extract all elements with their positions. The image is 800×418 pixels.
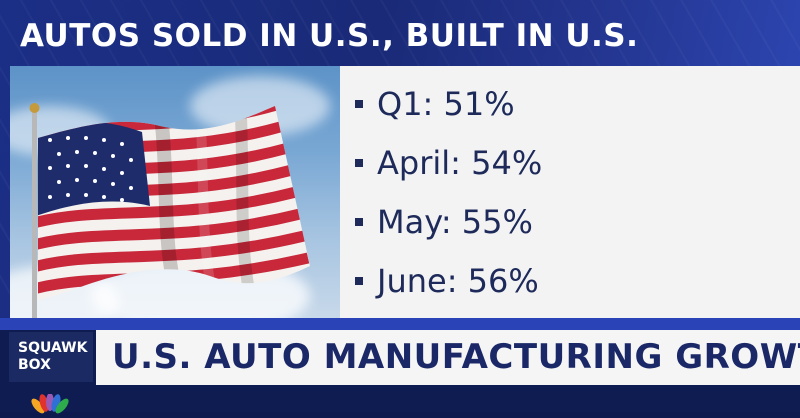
- bullet-square-icon: [355, 276, 363, 285]
- lower-third-banner: U.S. AUTO MANUFACTURING GROWTH: [96, 330, 800, 385]
- us-flag-photo: [10, 66, 340, 318]
- show-name-line1: SQUAWK: [18, 340, 88, 356]
- bullet-square-icon: [355, 158, 363, 167]
- bullet-label: April: 54%: [377, 143, 543, 182]
- bullet-label: Q1: 51%: [377, 84, 515, 123]
- bullet-list: Q1: 51% April: 54% May: 55% June: 56%: [355, 74, 775, 310]
- bullet-item: Q1: 51%: [355, 74, 775, 133]
- bullet-item: April: 54%: [355, 133, 775, 192]
- content-panel: Q1: 51% April: 54% May: 55% June: 56%: [10, 66, 800, 318]
- flag-icon: [29, 103, 310, 318]
- lower-third-accent: [0, 318, 800, 330]
- peacock-logo-icon: [31, 394, 69, 414]
- show-name-line2: BOX: [18, 357, 51, 373]
- bullet-item: June: 56%: [355, 251, 775, 310]
- bullet-square-icon: [355, 99, 363, 108]
- show-logo: SQUAWK BOX: [9, 332, 93, 382]
- headline: AUTOS SOLD IN U.S., BUILT IN U.S.: [20, 18, 639, 54]
- bullet-label: May: 55%: [377, 202, 533, 241]
- bullet-square-icon: [355, 217, 363, 226]
- bullet-label: June: 56%: [377, 261, 539, 300]
- bullet-item: May: 55%: [355, 192, 775, 251]
